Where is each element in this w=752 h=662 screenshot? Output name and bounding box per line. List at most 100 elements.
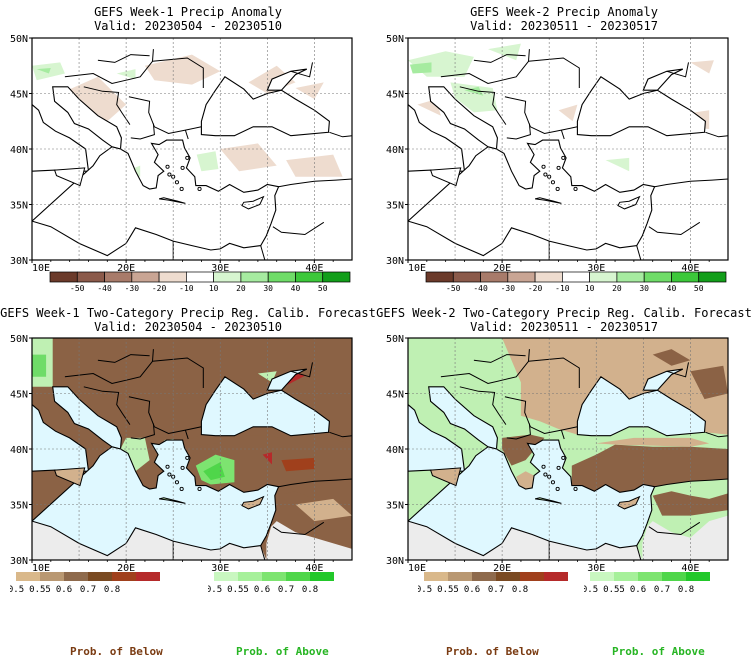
lat-label: 30N	[386, 256, 404, 267]
country-border	[560, 129, 565, 140]
lon-label: 30E	[587, 263, 605, 274]
lat-label: 50N	[386, 34, 404, 45]
country-border	[329, 131, 352, 138]
shaded-region	[203, 462, 225, 481]
lat-label: 35N	[386, 201, 404, 212]
shaded-region	[596, 437, 710, 447]
lon-label: 30E	[211, 563, 229, 574]
legend-swatch	[286, 572, 310, 581]
legend-swatch	[589, 271, 618, 283]
legend-swatch	[534, 271, 563, 283]
sea-area	[642, 368, 684, 391]
legend-label: 20	[236, 284, 246, 293]
island	[179, 486, 184, 492]
lon-label: 40E	[305, 263, 323, 274]
legend-swatch	[480, 271, 509, 283]
country-border	[130, 423, 155, 440]
shaded-region	[571, 444, 728, 493]
lat-label: 45N	[10, 90, 28, 101]
legend-swatch	[698, 271, 727, 283]
lon-label: 40E	[681, 563, 699, 574]
island	[534, 197, 562, 204]
island	[185, 455, 190, 460]
sea-area	[32, 139, 280, 257]
legend-swatch	[452, 271, 481, 283]
country-border	[506, 423, 531, 440]
legend-label: 30	[263, 284, 273, 293]
panel3-map: 50N 45N 40N 35N 30N 10E 20E 30E 40E	[10, 334, 353, 574]
legend-label: 0.6	[56, 585, 72, 595]
country-border	[83, 386, 131, 425]
legend-swatch	[267, 271, 296, 283]
country-border	[329, 431, 352, 438]
legend-label: 50	[694, 284, 704, 293]
sea-area	[200, 76, 330, 137]
lat-label: 30N	[10, 256, 28, 267]
country-border	[666, 362, 689, 378]
country-border	[636, 545, 642, 560]
legend-swatch	[544, 572, 568, 581]
island	[573, 486, 578, 492]
legend-label: 50	[318, 284, 328, 293]
shaded-region	[295, 82, 324, 100]
island	[179, 186, 184, 192]
lat-label: 35N	[10, 201, 28, 212]
legend-label: -30	[125, 284, 140, 293]
legend-swatch	[112, 572, 136, 581]
panel1-title: GEFS Week-1 Precip Anomaly Valid: 202305…	[0, 5, 376, 33]
lon-label: 10E	[32, 263, 50, 274]
map-content	[408, 338, 728, 560]
legend-label: -30	[501, 284, 516, 293]
legend-swatch	[448, 572, 472, 581]
legend-swatch	[88, 572, 112, 581]
lat-label: 40N	[10, 445, 28, 456]
shaded-region	[281, 457, 315, 472]
lat-label: 35N	[386, 501, 404, 512]
island	[617, 195, 641, 210]
legend-swatch	[64, 572, 88, 581]
lat-label: 40N	[386, 445, 404, 456]
legend-label: 0.5	[10, 585, 24, 595]
panel4-title-text: GEFS Week-2 Two-Category Precip Reg. Cal…	[376, 306, 752, 320]
country-border	[290, 362, 313, 378]
legend-label: 0.55	[227, 585, 249, 595]
panel1-anomaly-legend: -50 -40 -30 -20 -10 10 20 30 40 50	[49, 271, 351, 293]
legend-swatch	[562, 271, 590, 283]
lat-label: 50N	[10, 334, 28, 345]
legend-swatch	[638, 572, 662, 581]
sea-area	[266, 368, 308, 391]
shaded-region	[266, 521, 352, 560]
shaded-region	[450, 82, 498, 113]
country-border	[184, 429, 189, 440]
lon-label: 10E	[408, 263, 426, 274]
country-border	[272, 221, 325, 236]
island	[174, 480, 179, 485]
country-border	[636, 245, 642, 260]
legend-label: 0.7	[488, 585, 504, 595]
sea-area	[32, 439, 280, 557]
panel4-above-legend: 0.5 0.55 0.6 0.7 0.8	[584, 572, 710, 595]
panel3-valid: Valid: 20230504 - 20230510	[94, 320, 282, 334]
legend-label: -20	[152, 284, 167, 293]
panel2-title: GEFS Week-2 Precip Anomaly Valid: 202305…	[376, 5, 752, 33]
legend-swatch	[671, 271, 700, 283]
island	[543, 172, 548, 177]
lat-label: 45N	[386, 390, 404, 401]
island	[541, 164, 546, 169]
sea-area	[576, 376, 706, 437]
shaded-region	[409, 62, 432, 74]
country-border	[278, 478, 352, 488]
shaded-region	[36, 68, 51, 74]
country-border	[705, 431, 728, 438]
shaded-region	[196, 151, 219, 172]
sea-area	[266, 68, 308, 91]
sea-area	[642, 68, 684, 91]
lat-label: 30N	[10, 556, 28, 567]
shaded-region	[464, 86, 484, 96]
legend-label: -10	[179, 284, 194, 293]
panel3-above-legend: 0.5 0.55 0.6 0.7 0.8	[208, 572, 334, 595]
legend-swatch	[424, 572, 448, 581]
legend-swatch	[136, 572, 160, 581]
sea-area	[576, 76, 706, 137]
legend-label: 0.6	[464, 585, 480, 595]
